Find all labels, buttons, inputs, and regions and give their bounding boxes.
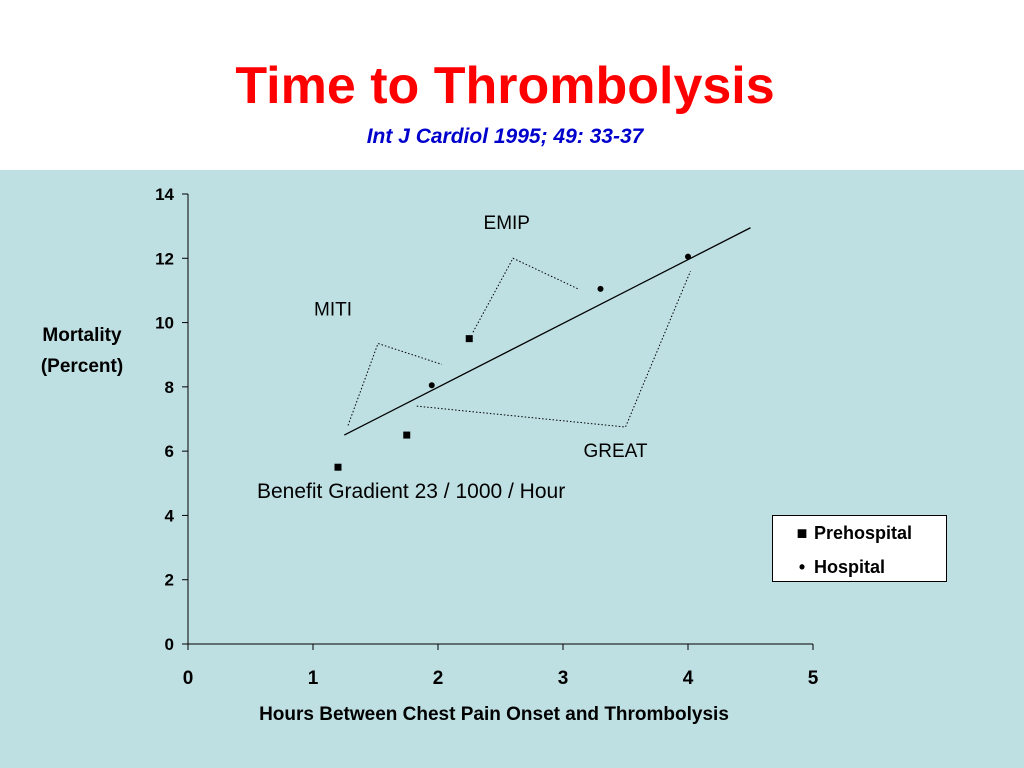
trial-outline [348,343,442,425]
prehospital-point [335,464,342,471]
legend-item-prehospital: ■ Prehospital [795,521,912,545]
legend-label-prehospital: Prehospital [814,523,912,543]
legend-square-marker: ■ [795,521,809,545]
x-tick-label: 0 [183,668,194,689]
y-axis-label: (Percent) [41,356,123,377]
y-tick-label: 8 [165,378,174,397]
trial-outline [417,271,691,427]
y-tick-label: 12 [155,249,174,268]
x-tick-label: 3 [558,668,569,689]
legend-label-hospital: Hospital [814,557,885,577]
x-axis-label: Hours Between Chest Pain Onset and Throm… [259,704,729,725]
legend-dot-marker: • [795,555,809,579]
hospital-point [598,286,604,292]
y-tick-label: 6 [165,442,174,461]
scatter-chart: 024681012140 1 2 3 4 5Hours Between Chest Pai… [0,0,1024,768]
y-tick-label: 2 [165,571,174,590]
prehospital-point [466,335,473,342]
x-tick-label: 1 [308,668,319,689]
x-tick-label: 5 [808,668,819,689]
chart-legend: ■ Prehospital • Hospital [772,515,947,582]
trial-label: MITI [314,300,352,321]
y-tick-label: 10 [155,314,174,333]
benefit-gradient-annotation: Benefit Gradient 23 / 1000 / Hour [257,480,565,503]
x-tick-label: 4 [683,668,694,689]
hospital-point [429,382,435,388]
hospital-point [685,254,691,260]
y-tick-label: 14 [155,185,174,204]
x-tick-label: 2 [433,668,444,689]
prehospital-point [403,432,410,439]
legend-item-hospital: • Hospital [795,555,885,579]
trial-label: GREAT [583,441,647,462]
trial-outline [473,258,578,332]
y-axis-label: Mortality [42,325,122,346]
trial-label: EMIP [484,213,530,234]
y-tick-label: 4 [165,506,175,525]
y-tick-label: 0 [165,635,174,654]
